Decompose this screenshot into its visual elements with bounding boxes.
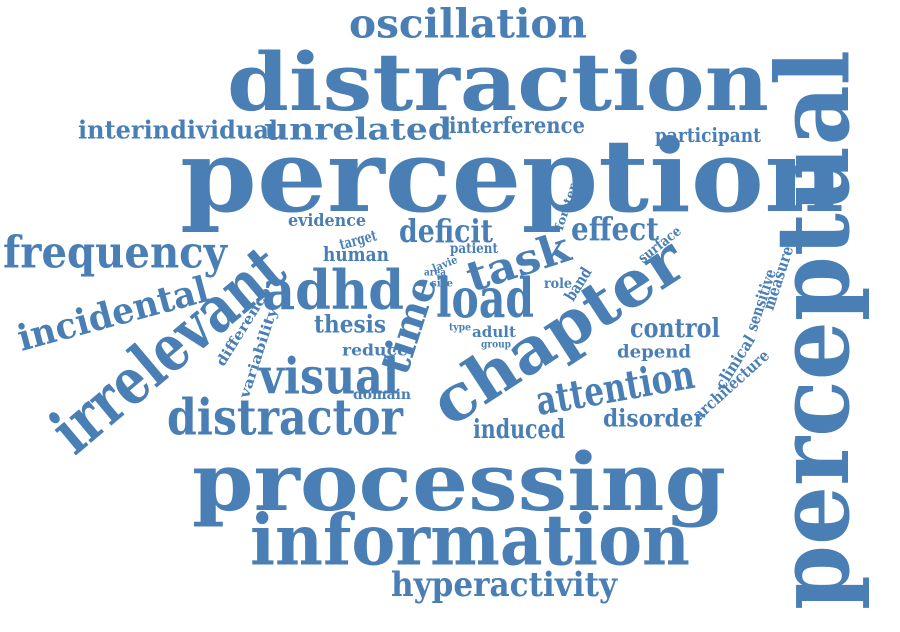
word-role: role bbox=[544, 276, 572, 292]
word-induced: induced bbox=[473, 415, 565, 445]
word-group: group bbox=[481, 340, 511, 351]
word-perceptual: perceptual bbox=[754, 50, 872, 610]
word-thesis: thesis bbox=[314, 310, 386, 339]
word-area: area bbox=[424, 268, 446, 279]
word-evidence: evidence bbox=[288, 211, 366, 231]
word-interference: interference bbox=[449, 113, 585, 139]
word-reduce: reduce bbox=[342, 341, 408, 360]
word-adhd: adhd bbox=[262, 258, 404, 322]
word-patient: patient bbox=[450, 241, 498, 257]
word-depend: depend bbox=[617, 342, 691, 363]
word-control: control bbox=[630, 314, 720, 344]
word-distraction: distraction bbox=[227, 35, 769, 129]
word-frequency: frequency bbox=[3, 228, 228, 279]
word-size: size bbox=[431, 279, 453, 290]
word-distractor: distractor bbox=[167, 388, 404, 447]
word-deficit: deficit bbox=[399, 212, 493, 250]
word-load: load bbox=[436, 266, 534, 330]
word-interindividual: interindividual bbox=[78, 116, 278, 145]
word-participant: participant bbox=[655, 123, 762, 147]
word-human: human bbox=[323, 242, 389, 266]
word-perception: perception bbox=[180, 117, 844, 235]
word-information: information bbox=[250, 499, 690, 582]
word-adult: adult bbox=[472, 323, 516, 341]
word-oscillation: oscillation bbox=[349, 1, 587, 48]
word-processing: processing bbox=[192, 435, 726, 529]
word-disorder: disorder bbox=[603, 404, 705, 433]
word-domain: domain bbox=[353, 387, 411, 403]
word-type: type bbox=[449, 323, 471, 334]
word-effect: effect bbox=[571, 210, 659, 248]
word-visual: visual bbox=[258, 347, 399, 406]
word-unrelated: unrelated bbox=[264, 113, 452, 148]
word-hyperactivity: hyperactivity bbox=[391, 565, 618, 605]
